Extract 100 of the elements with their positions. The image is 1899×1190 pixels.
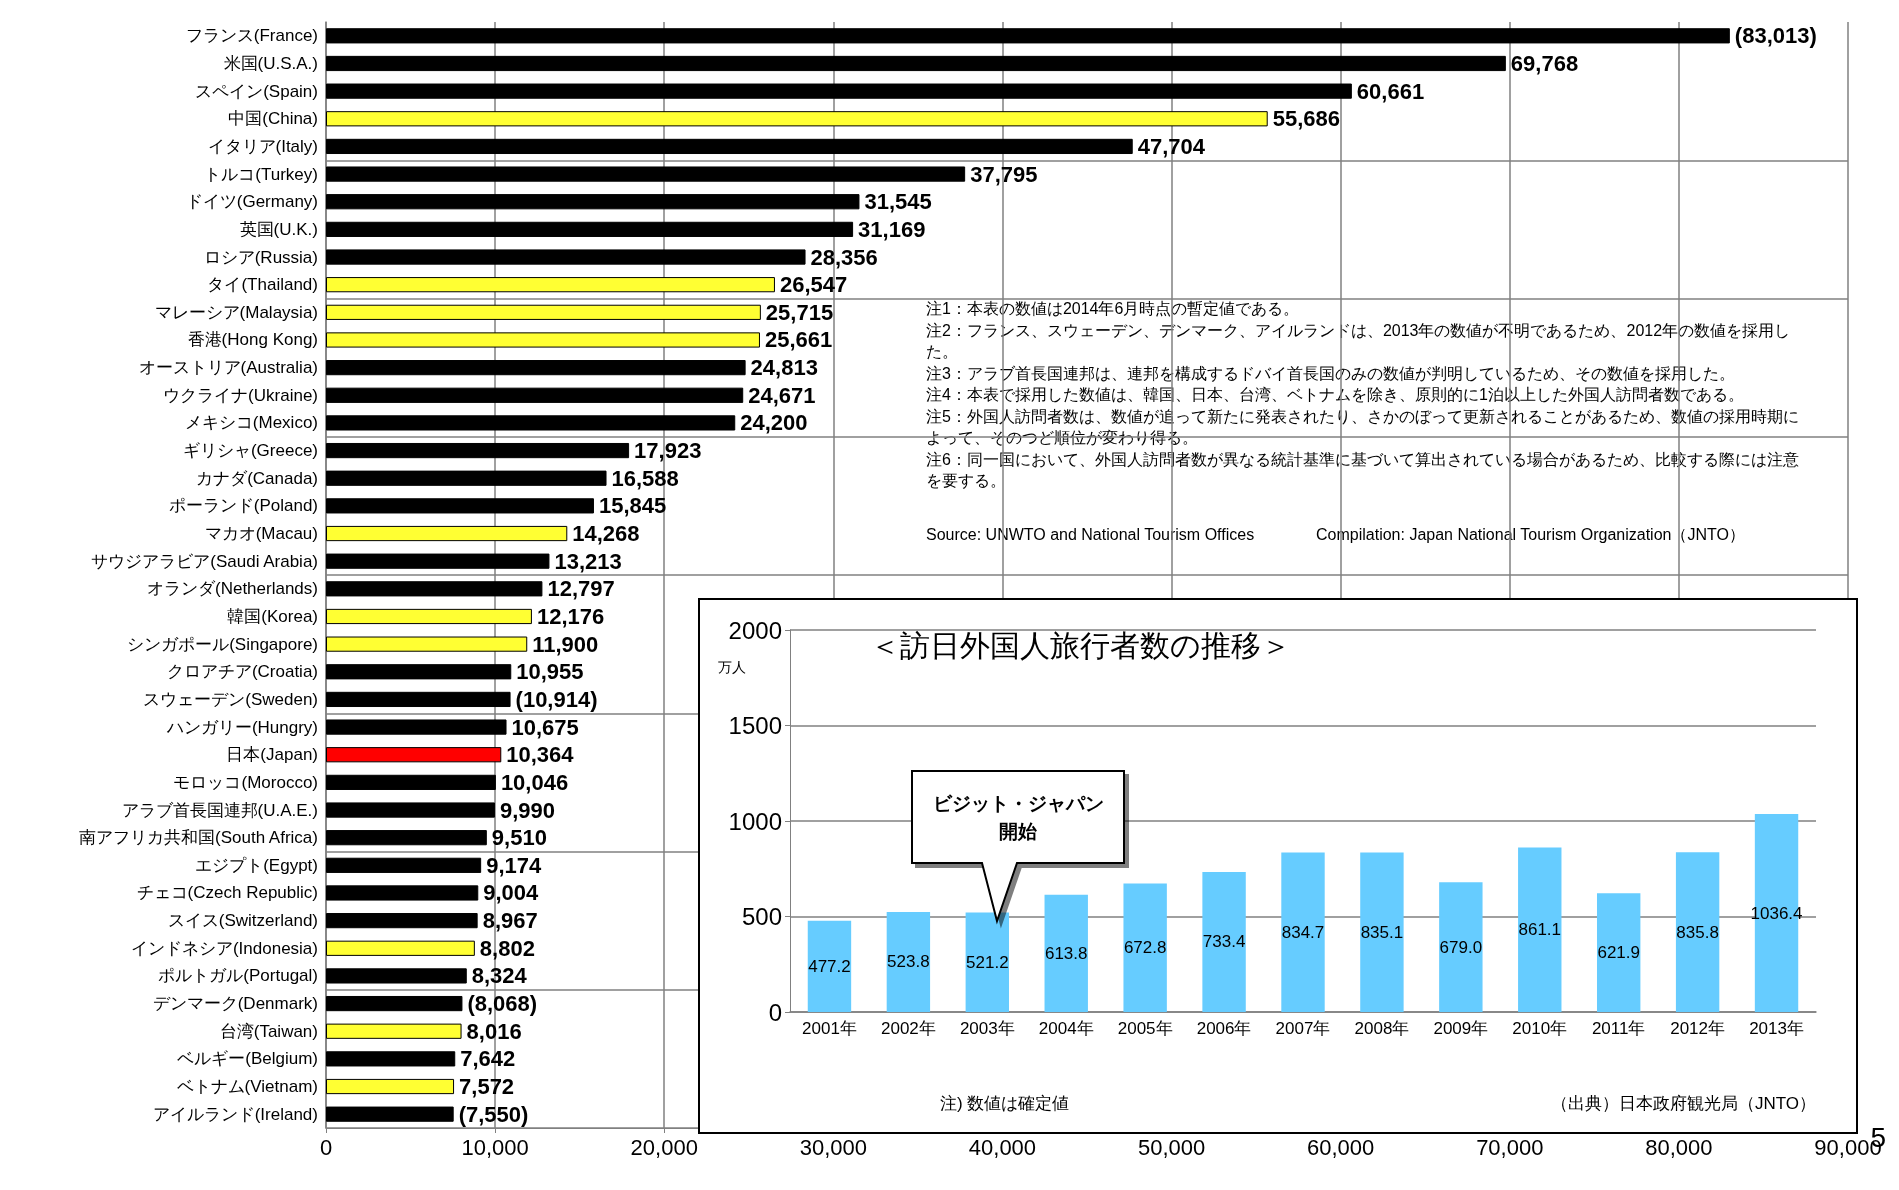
y-tick-label: ベルギー(Belgium): [177, 1049, 318, 1069]
bar: [326, 83, 1352, 99]
data-label: (83,013): [1734, 23, 1817, 49]
bar: [326, 553, 550, 569]
bar: [326, 1051, 456, 1067]
y-tick-label: 英国(U.K.): [239, 219, 318, 239]
y-tick-label: イタリア(Italy): [207, 136, 318, 156]
data-label: 8,967: [482, 908, 538, 934]
y-tick-label: マカオ(Macau): [204, 524, 318, 544]
bar: [326, 940, 475, 956]
data-label: 679.0: [1439, 937, 1483, 957]
data-label: 55,686: [1272, 106, 1341, 132]
bar: [326, 111, 1268, 127]
data-label: 521.2: [966, 952, 1009, 972]
data-label: 31,169: [858, 216, 926, 242]
data-label: 28,356: [810, 244, 878, 270]
bar: [326, 719, 507, 735]
data-label: 621.9: [1597, 943, 1640, 963]
annotation: ビジット・ジャパン開始: [932, 792, 1104, 842]
y-tick-label: 韓国(Korea): [227, 606, 318, 626]
data-label: 69,768: [1510, 50, 1579, 76]
y-tick-label: ポーランド(Poland): [168, 496, 318, 516]
data-label: 8,016: [466, 1018, 522, 1044]
bar: [886, 911, 931, 1012]
bar: [807, 920, 852, 1012]
data-label: 11,900: [532, 631, 599, 657]
y-tick-label: アラブ首長国連邦(U.A.E.): [121, 800, 318, 820]
bar: [326, 995, 463, 1012]
bar: [326, 747, 502, 763]
data-label: 835.1: [1360, 922, 1404, 942]
bar: [326, 885, 479, 901]
bar: [326, 1078, 455, 1095]
data-label: 26,547: [779, 272, 848, 298]
y-tick-label: ロシア(Russia): [203, 247, 318, 267]
data-label: 835.8: [1676, 922, 1719, 942]
y-tick-label: エジプト(Egypt): [195, 855, 318, 875]
bar: [326, 304, 761, 320]
x-tick-label: 10,000: [461, 1134, 529, 1160]
bar: [326, 968, 467, 984]
x-tick-label: 2010年: [1512, 1019, 1568, 1038]
bar: [326, 857, 482, 873]
bar: [326, 581, 543, 597]
data-label: 672.8: [1123, 938, 1167, 958]
data-label: 24,200: [740, 410, 808, 436]
data-label: 10,675: [511, 714, 579, 740]
y-axis-title: 万人: [718, 659, 746, 675]
y-tick-label: スイス(Switzerland): [167, 911, 318, 931]
bar: [1675, 852, 1720, 1012]
bar: [326, 277, 775, 293]
data-label: 7,572: [459, 1074, 515, 1100]
y-tick-label: 日本(Japan): [226, 745, 318, 765]
y-tick-label: 米国(U.S.A.): [223, 53, 318, 73]
bar: [326, 1106, 454, 1122]
bar: [326, 498, 594, 514]
data-label: (10,914): [515, 686, 598, 712]
x-tick-label: 2012年: [1670, 1019, 1726, 1038]
data-label: 733.4: [1202, 932, 1246, 952]
data-label: 9,004: [483, 880, 540, 906]
bar: [326, 194, 860, 210]
y-tick-label: ベトナム(Vietnam): [176, 1077, 318, 1097]
bar: [326, 442, 630, 459]
bar: [326, 415, 736, 431]
y-tick-label: 香港(Hong Kong): [187, 330, 318, 350]
data-label: 613.8: [1044, 943, 1088, 963]
x-tick-label: 30,000: [799, 1134, 867, 1160]
x-tick-label: 2003年: [959, 1019, 1015, 1038]
data-label: 25,715: [765, 299, 834, 325]
data-label: 13,213: [554, 548, 622, 574]
x-tick-label: 60,000: [1307, 1134, 1375, 1160]
y-tick-label: デンマーク(Denmark): [152, 994, 318, 1014]
y-tick-label: マレーシア(Malaysia): [154, 302, 318, 322]
y-tick-label: トルコ(Turkey): [204, 164, 318, 184]
data-label: 8,324: [471, 963, 528, 989]
bar: [326, 55, 1506, 72]
y-tick-label: オランダ(Netherlands): [147, 579, 318, 599]
data-label: 14,268: [572, 521, 640, 547]
data-label: 834.7: [1281, 922, 1325, 942]
data-label: 8,802: [479, 935, 535, 961]
x-tick-label: 20,000: [630, 1134, 698, 1160]
y-tick-label: メキシコ(Mexico): [184, 413, 318, 433]
y-tick-label: シンガポール(Singapore): [127, 634, 318, 654]
data-label: 1036.4: [1750, 903, 1803, 923]
bar: [326, 470, 607, 486]
bar: [326, 387, 744, 403]
y-tick-label: モロッコ(Morocco): [173, 772, 318, 792]
data-label: 25,661: [764, 327, 833, 353]
annotation: 注2：フランス、スウェーデン、デンマーク、アイルランドは、2013年の数値が不明であるため、2012年の数値を採用した。: [926, 321, 1791, 361]
data-label: 477.2: [808, 956, 851, 976]
data-label: 7,642: [460, 1046, 516, 1072]
y-tick-label: サウジアラビア(Saudi Arabia): [91, 551, 318, 571]
data-label: 9,174: [486, 852, 542, 878]
x-tick-label: 50,000: [1137, 1134, 1206, 1160]
bar: [326, 774, 496, 790]
y-tick-label: 南アフリカ共和国(South Africa): [79, 828, 318, 848]
data-label: 523.8: [887, 952, 930, 972]
y-tick-label: 2000: [728, 616, 782, 644]
data-label: (8,068): [467, 991, 538, 1017]
data-label: 47,704: [1137, 133, 1206, 159]
y-tick-label: ポルトガル(Portugal): [158, 966, 318, 986]
x-tick-label: 2008年: [1354, 1019, 1410, 1038]
